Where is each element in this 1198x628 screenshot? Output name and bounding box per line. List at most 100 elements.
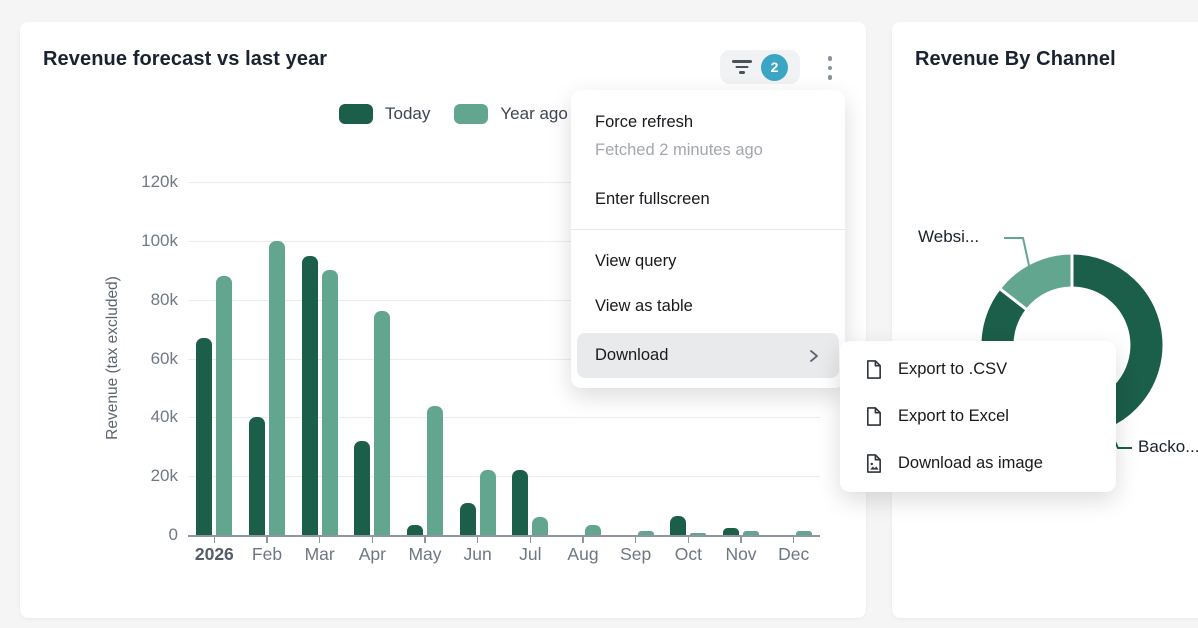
legend-item-today[interactable]: Today [339, 104, 430, 124]
legend-label-today: Today [385, 104, 431, 123]
bar-year-ago-Jul[interactable] [532, 517, 549, 535]
x-axis-tick [213, 537, 216, 543]
submenu-item-export-csv[interactable]: Export to .CSV [840, 346, 1116, 393]
bar-chart-plot: Revenue (tax excluded) 0 20k 40k 60k 80k 100k… [20, 22, 866, 618]
chevron-right-icon [805, 348, 821, 364]
filter-icon [732, 60, 752, 74]
submenu-item-download-image[interactable]: Download as image [840, 440, 1116, 487]
gridline [188, 182, 820, 183]
bar-today-Oct[interactable] [670, 515, 687, 535]
export-csv-label: Export to .CSV [898, 360, 1008, 378]
bar-today-Nov[interactable] [723, 527, 739, 535]
image-file-icon [864, 453, 883, 474]
donut-label-backoffice: Backo... [1138, 437, 1198, 456]
bar-year-ago-Feb[interactable] [269, 240, 285, 535]
donut-label-website: Websi... [918, 227, 980, 246]
bar-today-Jul[interactable] [512, 470, 529, 535]
x-axis-tick [792, 537, 795, 543]
x-axis-tick [687, 537, 690, 543]
x-axis-line [188, 535, 820, 537]
x-label-Sep: Sep [620, 544, 652, 564]
menu-item-view-query[interactable]: View query [595, 252, 677, 270]
revenue-by-channel-donut [978, 237, 1166, 449]
bar-today-Feb[interactable] [249, 417, 265, 535]
submenu-item-export-excel[interactable]: Export to Excel [840, 393, 1116, 440]
x-axis-tick [529, 537, 532, 543]
gridline [188, 476, 820, 478]
bar-year-ago-Nov[interactable] [743, 530, 759, 535]
gridline [188, 358, 820, 360]
y-tick-label: 100k [141, 230, 178, 250]
y-tick-label: 40k [150, 407, 178, 427]
x-axis-tick [318, 537, 321, 543]
bar-year-ago-Sep[interactable] [637, 530, 654, 535]
revenue-by-channel-card: Revenue By Channel Websi... Backo... [892, 22, 1198, 618]
filter-button[interactable]: 2 [720, 50, 800, 84]
download-image-label: Download as image [898, 454, 1043, 472]
chart-legend: Today Year ago [339, 104, 568, 124]
y-tick-label: 20k [150, 466, 178, 486]
bar-today-Jun[interactable] [459, 502, 476, 535]
menu-item-enter-fullscreen[interactable]: Enter fullscreen [595, 190, 710, 208]
bar-year-ago-Jun[interactable] [479, 470, 496, 535]
download-label: Download [595, 346, 669, 364]
x-label-Jun: Jun [463, 544, 492, 564]
bar-year-ago-May[interactable] [427, 405, 443, 535]
y-tick-label: 80k [150, 289, 178, 309]
menu-item-force-refresh[interactable]: Force refresh [595, 113, 694, 131]
x-label-Oct: Oct [674, 544, 702, 564]
x-label-Mar: Mar [304, 544, 335, 564]
today-swatch [339, 104, 373, 124]
x-axis-tick [476, 537, 479, 543]
x-label-May: May [408, 544, 442, 564]
export-excel-label: Export to Excel [898, 407, 1009, 425]
fetched-status-text: Fetched 2 minutes ago [595, 141, 763, 159]
x-label-Apr: Apr [358, 544, 386, 564]
year-ago-swatch [454, 104, 489, 124]
bar-year-ago-Aug[interactable] [585, 524, 601, 535]
x-axis-tick [266, 537, 268, 543]
x-axis-tick [582, 537, 584, 543]
bar-year-ago-Mar[interactable] [321, 270, 338, 535]
y-tick-label: 0 [168, 525, 178, 544]
x-axis-tick [634, 537, 637, 543]
bar-today-Mar[interactable] [301, 255, 318, 535]
menu-item-view-as-table[interactable]: View as table [595, 297, 693, 315]
donut-slice-Websi[interactable] [997, 251, 1074, 313]
x-label-2026: 2026 [194, 544, 234, 564]
bar-today-2026[interactable] [196, 337, 213, 535]
menu-divider [571, 229, 845, 230]
x-axis-tick [424, 537, 426, 543]
filter-count-badge: 2 [761, 53, 788, 81]
legend-label-year-ago: Year ago [500, 104, 568, 123]
bar-year-ago-2026[interactable] [216, 276, 233, 535]
x-label-Jul: Jul [519, 544, 542, 564]
x-label-Feb: Feb [251, 544, 283, 564]
file-icon [864, 359, 883, 380]
x-label-Nov: Nov [725, 544, 757, 564]
website-label-line [1004, 237, 1031, 271]
menu-item-download[interactable]: Download [577, 333, 839, 378]
bar-today-May[interactable] [407, 524, 423, 535]
x-label-Aug: Aug [567, 544, 599, 564]
gridline [188, 417, 820, 419]
kebab-menu-button[interactable] [819, 50, 841, 86]
chart-context-menu: Force refresh Fetched 2 minutes ago Ente… [571, 90, 845, 388]
bar-year-ago-Apr[interactable] [374, 311, 391, 535]
bar-year-ago-Oct[interactable] [690, 532, 707, 535]
y-tick-label: 60k [150, 348, 178, 368]
file-icon [864, 406, 883, 427]
x-axis-tick [371, 537, 374, 543]
page-title-revenue-forecast: Revenue forecast vs last year [43, 48, 328, 70]
gridline [188, 299, 820, 301]
bar-today-Apr[interactable] [354, 440, 371, 535]
page-title-revenue-by-channel: Revenue By Channel [915, 48, 1116, 70]
x-label-Dec: Dec [778, 544, 810, 564]
x-axis-tick [740, 537, 742, 543]
legend-item-year-ago[interactable]: Year ago [454, 104, 568, 124]
download-submenu: Export to .CSV Export to Excel Download … [840, 341, 1116, 492]
bar-year-ago-Dec[interactable] [795, 531, 812, 535]
gridline [188, 240, 820, 242]
y-tick-label: 120k [141, 172, 178, 191]
